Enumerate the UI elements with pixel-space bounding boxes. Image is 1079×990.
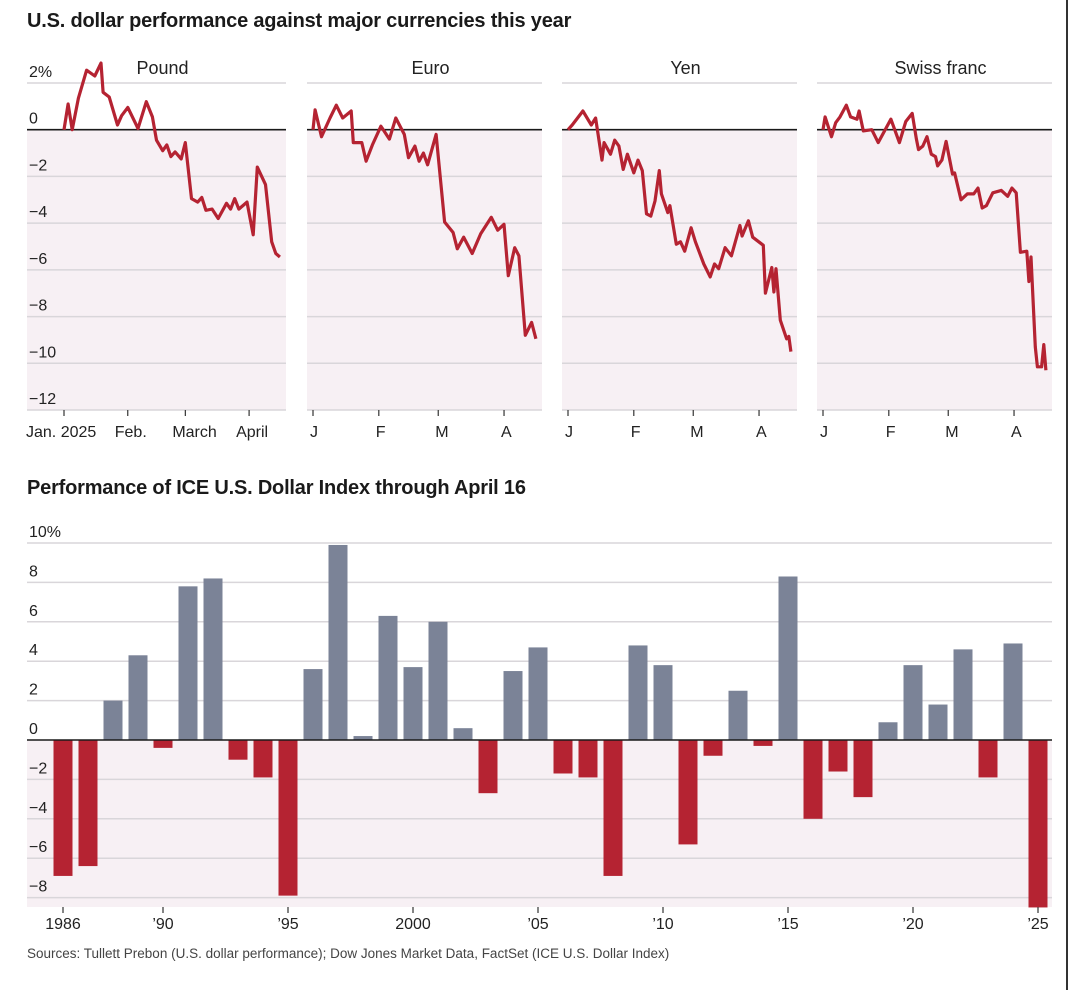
x-tick-label: F	[631, 424, 641, 441]
bar-2013	[728, 690, 748, 740]
bar-2003	[478, 740, 498, 794]
y-tick-label: 0	[29, 111, 38, 128]
x-tick-label: Feb.	[115, 424, 147, 441]
x-tick-label: A	[1011, 424, 1022, 441]
bar-2008	[603, 740, 623, 876]
x-tick-label: 1986	[45, 916, 81, 933]
y-tick-label: −4	[29, 800, 47, 817]
x-tick-label: ’15	[777, 916, 798, 933]
x-tick-label: J	[820, 424, 828, 441]
y-tick-label: −4	[29, 204, 47, 221]
bar-2012	[703, 740, 723, 756]
bar-2019	[878, 722, 898, 740]
bar-1990	[153, 740, 173, 748]
panel-title: Swiss franc	[894, 58, 986, 78]
bar-1986	[53, 740, 73, 876]
negative-shade	[27, 740, 1052, 907]
bar-2014	[753, 740, 773, 746]
bar-1993	[228, 740, 248, 760]
bar-2018	[853, 740, 873, 798]
y-tick-label: −2	[29, 157, 47, 174]
bar-1995	[278, 740, 298, 896]
bar-2010	[653, 665, 673, 740]
x-tick-label: ’10	[652, 916, 673, 933]
y-tick-label: −2	[29, 760, 47, 777]
series-line-swiss-franc	[821, 103, 1048, 371]
series-line-yen	[566, 109, 793, 352]
y-tick-label: −6	[29, 251, 47, 268]
x-tick-label: J	[310, 424, 318, 441]
bar-2011	[678, 740, 698, 845]
bar-2016	[803, 740, 823, 819]
x-tick-label: F	[886, 424, 896, 441]
bar-2005	[528, 647, 548, 740]
bar-1987	[78, 740, 98, 867]
x-tick-label: ’20	[902, 916, 923, 933]
x-tick-label: ’90	[152, 916, 173, 933]
series-line-euro	[311, 103, 538, 340]
bar-1994	[253, 740, 273, 778]
right-rule	[1066, 0, 1068, 990]
y-tick-label: −10	[29, 344, 56, 361]
y-tick-label: −6	[29, 839, 47, 856]
x-tick-label: F	[376, 424, 386, 441]
bar-2002	[453, 728, 473, 740]
y-tick-label: −8	[29, 879, 47, 896]
y-tick-label: 2	[29, 682, 38, 699]
panel-title: Euro	[411, 58, 449, 78]
x-tick-label: M	[945, 424, 958, 441]
bar-2004	[503, 671, 523, 740]
x-tick-label: ’05	[527, 916, 548, 933]
bar-2022	[953, 649, 973, 740]
x-tick-label: ’25	[1027, 916, 1048, 933]
bar-2020	[903, 665, 923, 740]
x-tick-label: M	[435, 424, 448, 441]
line-charts-title: U.S. dollar performance against major cu…	[27, 10, 572, 32]
x-tick-label: Jan. 2025	[26, 424, 96, 441]
x-tick-label: April	[236, 424, 268, 441]
panel-title: Yen	[670, 58, 700, 78]
bar-2001	[428, 621, 448, 740]
bar-2021	[928, 704, 948, 740]
bar-1997	[328, 544, 348, 740]
bar-1992	[203, 578, 223, 740]
bar-2025	[1028, 740, 1048, 908]
y-tick-label: −12	[29, 391, 56, 408]
y-tick-label: 8	[29, 563, 38, 580]
bar-1991	[178, 586, 198, 740]
bar-2009	[628, 645, 648, 740]
bar-chart-title: Performance of ICE U.S. Dollar Index thr…	[27, 477, 526, 499]
y-tick-label: 2%	[29, 64, 52, 81]
x-tick-label: ’95	[277, 916, 298, 933]
bar-2006	[553, 740, 573, 774]
bar-1999	[378, 615, 398, 740]
bar-2007	[578, 740, 598, 778]
y-tick-label: −8	[29, 298, 47, 315]
x-tick-label: A	[501, 424, 512, 441]
y-tick-label: 4	[29, 642, 38, 659]
bar-2015	[778, 576, 798, 740]
x-tick-label: A	[756, 424, 767, 441]
x-tick-label: 2000	[395, 916, 431, 933]
source-note: Sources: Tullett Prebon (U.S. dollar per…	[27, 946, 670, 961]
x-tick-label: M	[690, 424, 703, 441]
bar-2024	[1003, 643, 1023, 740]
bar-1996	[303, 669, 323, 740]
bar-2000	[403, 667, 423, 740]
bar-1998	[353, 736, 373, 740]
y-tick-label: 10%	[29, 524, 61, 541]
bar-1988	[103, 700, 123, 740]
series-line-pound	[62, 61, 281, 259]
x-tick-label: March	[172, 424, 216, 441]
bar-1989	[128, 655, 148, 740]
x-tick-label: J	[565, 424, 573, 441]
bar-2017	[828, 740, 848, 772]
panel-title: Pound	[136, 58, 188, 78]
y-tick-label: 0	[29, 721, 38, 738]
y-tick-label: 6	[29, 603, 38, 620]
bar-2023	[978, 740, 998, 778]
